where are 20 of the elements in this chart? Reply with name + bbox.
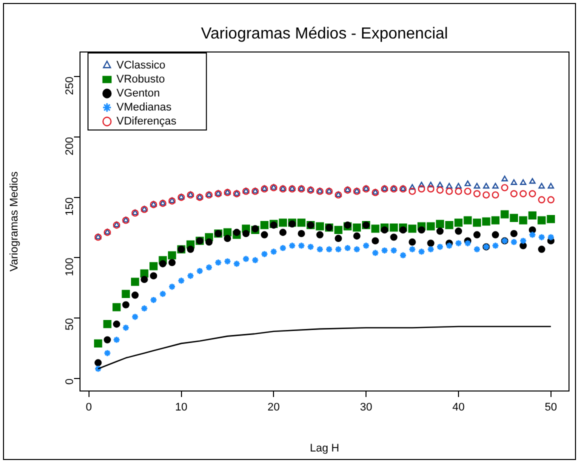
legend-label: VGenton — [116, 88, 160, 100]
x-axis-title: Lag H — [310, 442, 340, 454]
x-tick-label: 10 — [175, 402, 188, 414]
x-tick-label: 20 — [268, 402, 280, 414]
y-tick-label: 150 — [64, 197, 76, 216]
legend-label: VClassico — [116, 60, 166, 72]
y-axis-title: Variogramas Medios — [8, 170, 21, 272]
chart-title: Variogramas Médios - Exponencial — [201, 25, 448, 42]
x-tick-label: 30 — [360, 402, 372, 414]
x-tick-label: 40 — [452, 402, 465, 414]
y-tick-label: 50 — [64, 318, 76, 330]
y-tick-label: 200 — [64, 136, 76, 156]
y-tick-label: 0 — [64, 378, 76, 385]
y-tick-label: 250 — [64, 76, 76, 95]
x-tick-label: 50 — [544, 402, 558, 414]
legend-label: VMedianas — [116, 102, 172, 114]
legend-label: VDiferenças — [116, 116, 177, 128]
x-tick-label: 0 — [86, 402, 92, 414]
y-tick-label: 100 — [64, 258, 76, 276]
legend-label: VRobusto — [116, 74, 165, 86]
